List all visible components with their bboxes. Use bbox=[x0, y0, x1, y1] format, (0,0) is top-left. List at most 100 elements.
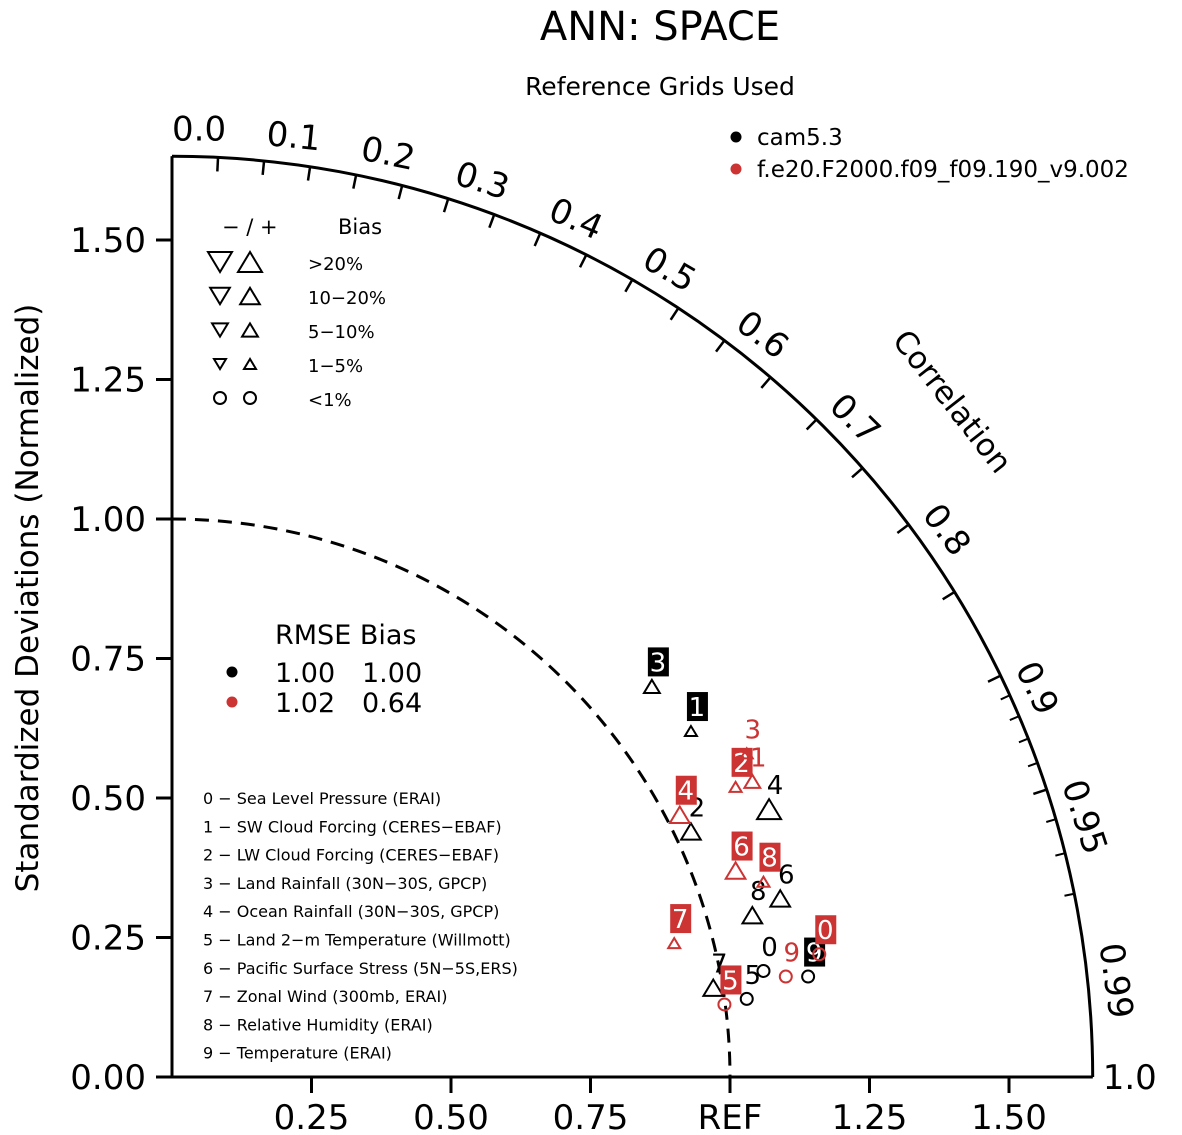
point-label: 0 bbox=[761, 933, 778, 963]
correlation-tick bbox=[352, 174, 358, 189]
bias-legend-sign-header: − / + bbox=[222, 215, 278, 239]
variable-legend-item: 3 − Land Rainfall (30N−30S, GPCP) bbox=[203, 874, 487, 893]
x-tick-label: 1.25 bbox=[832, 1098, 908, 1135]
data-point bbox=[701, 977, 725, 997]
bias-legend-marker bbox=[236, 250, 264, 273]
point-label: 9 bbox=[784, 939, 801, 969]
bias-legend-marker bbox=[243, 391, 257, 405]
variable-legend-item: 9 − Temperature (ERAI) bbox=[203, 1044, 392, 1063]
point-label: 8 bbox=[761, 844, 778, 874]
correlation-tick bbox=[760, 376, 772, 389]
correlation-tick bbox=[261, 160, 266, 175]
correlation-label: 0.7 bbox=[821, 386, 888, 452]
correlation-tick bbox=[669, 307, 680, 321]
data-point bbox=[723, 860, 748, 880]
variable-legend-item: 5 − Land 2−m Temperature (Willmott) bbox=[203, 931, 511, 950]
y-tick-label: 0.00 bbox=[70, 1058, 146, 1098]
y-axis-label: Standardized Deviations (Normalized) bbox=[10, 304, 46, 893]
bias-legend-marker bbox=[206, 251, 234, 274]
correlation-minor-tick bbox=[1018, 737, 1029, 744]
correlation-tick bbox=[216, 157, 220, 172]
correlation-label: 0.1 bbox=[265, 114, 323, 159]
bias-value: 0.64 bbox=[362, 688, 422, 719]
chart-title: ANN: SPACE bbox=[540, 4, 780, 50]
variable-legend-item: 7 − Zonal Wind (300mb, ERAI) bbox=[203, 987, 447, 1006]
correlation-label: 0.0 bbox=[172, 109, 226, 149]
correlation-tick bbox=[1032, 788, 1048, 796]
variable-legend-item: 2 − LW Cloud Forcing (CERES−EBAF) bbox=[203, 846, 499, 865]
data-point bbox=[738, 746, 755, 760]
bias-legend-marker bbox=[210, 322, 230, 339]
point-label: 5 bbox=[744, 961, 761, 991]
point-label: 8 bbox=[750, 877, 767, 907]
correlation-tick bbox=[578, 254, 588, 268]
rmse-table-dot bbox=[226, 696, 238, 708]
chart-subtitle: Reference Grids Used bbox=[525, 72, 795, 101]
bias-legend-label: 5−10% bbox=[308, 322, 375, 343]
correlation-label: 0.3 bbox=[450, 154, 514, 208]
bias-legend-marker bbox=[240, 321, 260, 338]
correlation-tick bbox=[715, 339, 726, 353]
variable-legend-item: 6 − Pacific Surface Stress (5N−5S,ERS) bbox=[203, 959, 518, 978]
x-tick-label: REF bbox=[698, 1098, 763, 1135]
data-point bbox=[739, 991, 754, 1006]
correlation-label: 0.5 bbox=[636, 239, 703, 301]
point-label-box bbox=[720, 965, 742, 995]
data-point bbox=[668, 804, 692, 824]
correlation-tick bbox=[442, 198, 450, 213]
variable-legend-item: 4 − Ocean Rainfall (30N−30S, GPCP) bbox=[203, 902, 499, 921]
correlation-label: 0.99 bbox=[1090, 940, 1140, 1021]
correlation-minor-tick bbox=[1055, 852, 1066, 857]
point-label-box bbox=[675, 775, 697, 805]
bias-legend-label: 10−20% bbox=[308, 288, 386, 309]
point-label-box bbox=[670, 904, 692, 934]
point-label: 7 bbox=[672, 905, 689, 935]
correlation-minor-tick bbox=[1045, 818, 1057, 823]
correlation-tick bbox=[896, 523, 910, 534]
point-label: 6 bbox=[778, 860, 795, 890]
correlation-label: 0.2 bbox=[358, 129, 419, 179]
correlation-tick bbox=[851, 467, 864, 479]
y-tick-label: 1.25 bbox=[70, 361, 146, 401]
plot-area: 0.000.250.500.751.001.251.500.25 0.50 0.75… bbox=[70, 109, 1156, 1135]
correlation-tick bbox=[488, 214, 496, 229]
correlation-minor-tick bbox=[1027, 761, 1038, 768]
y-tick-label: 1.00 bbox=[70, 500, 146, 540]
data-point bbox=[801, 969, 816, 984]
rmse-value: 1.02 bbox=[275, 688, 335, 719]
x-tick-label: 0.75 bbox=[553, 1098, 629, 1135]
correlation-tick bbox=[942, 590, 956, 601]
correlation-minor-tick bbox=[1064, 892, 1075, 897]
data-point bbox=[717, 997, 732, 1012]
bias-legend-marker bbox=[213, 391, 227, 405]
series-legend-dot bbox=[730, 163, 742, 175]
bias-legend-marker bbox=[208, 286, 232, 307]
y-tick-label: 1.50 bbox=[70, 221, 146, 261]
reference-arc bbox=[171, 517, 732, 1078]
point-label-box bbox=[647, 647, 669, 677]
bias-legend-label: >20% bbox=[308, 254, 363, 275]
data-point bbox=[683, 724, 699, 738]
data-point bbox=[742, 772, 763, 789]
point-label-box bbox=[731, 747, 753, 777]
bias-value: 1.00 bbox=[362, 658, 422, 689]
data-point bbox=[740, 905, 764, 925]
data-point bbox=[755, 797, 783, 821]
point-label-box bbox=[759, 842, 781, 872]
correlation-minor-tick bbox=[1000, 694, 1011, 701]
y-tick-label: 0.25 bbox=[70, 919, 146, 959]
bias-legend-marker bbox=[212, 358, 228, 371]
point-label: 1 bbox=[689, 693, 706, 723]
rmse-value: 1.00 bbox=[275, 658, 335, 689]
data-point bbox=[727, 779, 744, 793]
point-label-box bbox=[731, 831, 753, 861]
data-point bbox=[666, 936, 682, 950]
x-tick-label: 1.50 bbox=[971, 1098, 1047, 1135]
point-label-box bbox=[815, 915, 837, 945]
data-point bbox=[755, 874, 772, 888]
point-label: 1 bbox=[750, 743, 767, 773]
correlation-tick bbox=[397, 185, 404, 200]
bias-legend-label: <1% bbox=[308, 390, 352, 411]
variable-legend-item: 0 − Sea Level Pressure (ERAI) bbox=[203, 789, 441, 808]
